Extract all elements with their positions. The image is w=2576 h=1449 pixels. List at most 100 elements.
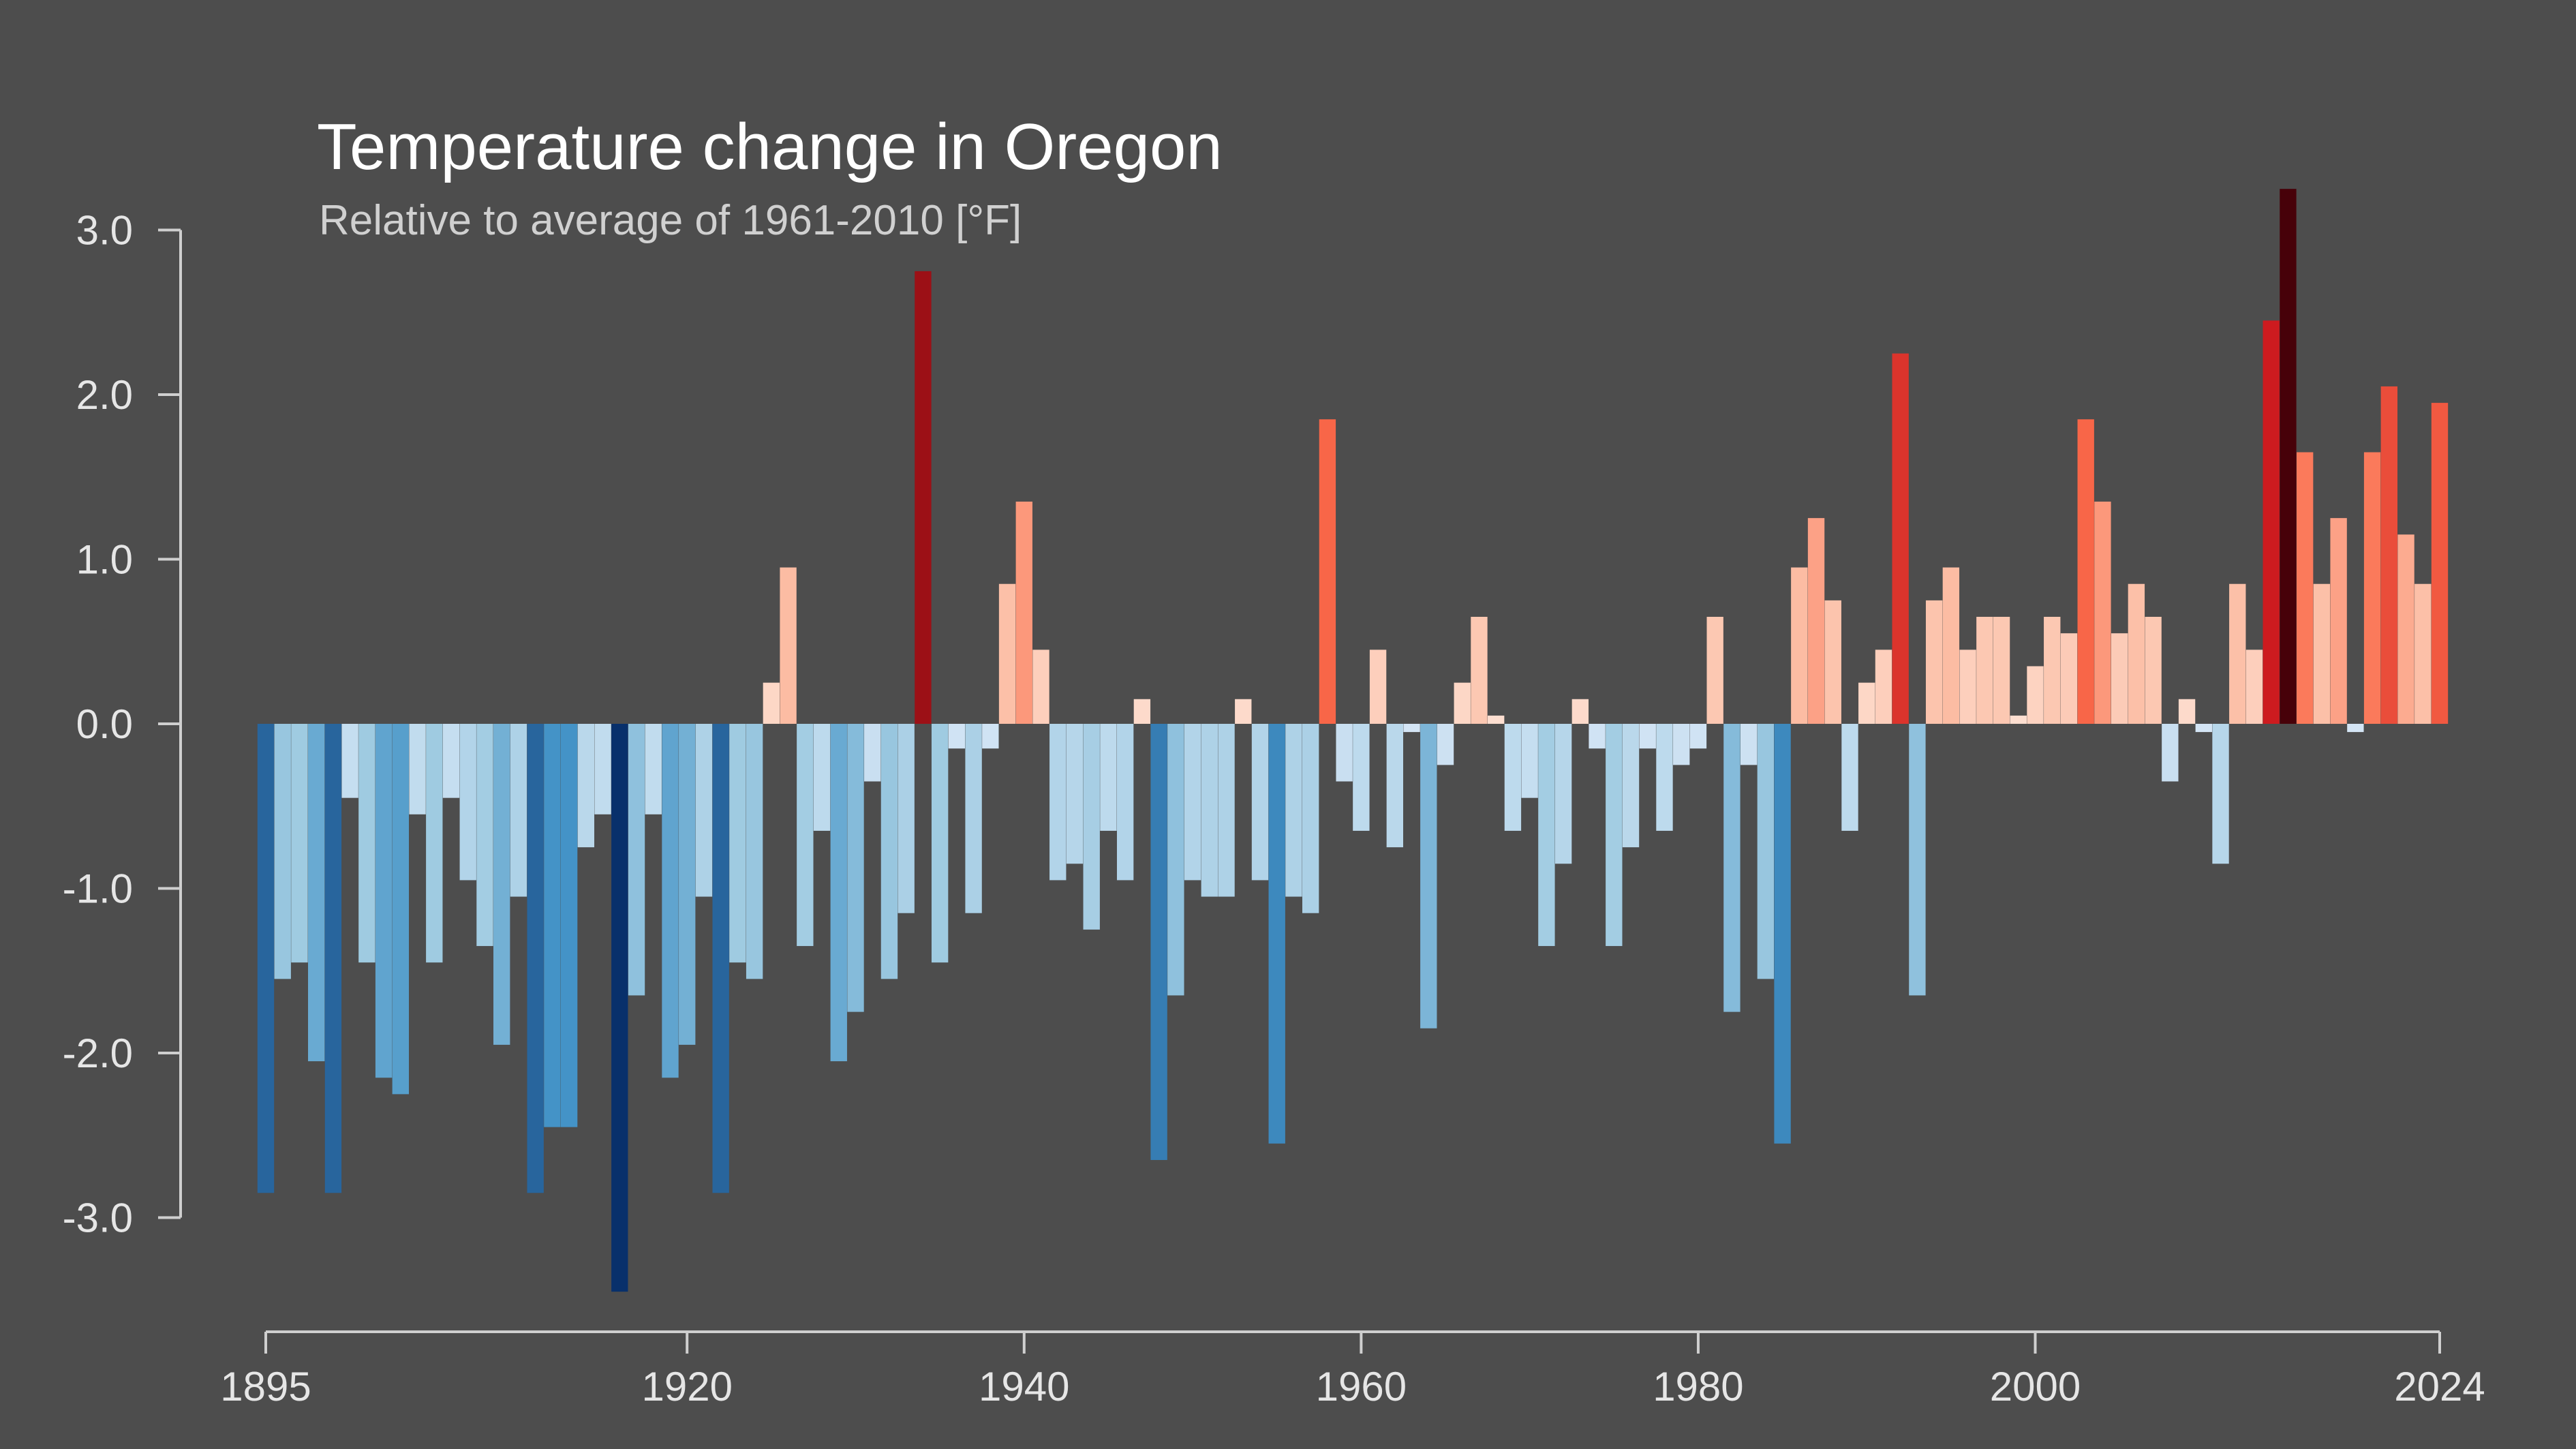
bar-1929 <box>830 724 847 1062</box>
bar-1983 <box>1740 724 1758 765</box>
bar-1906 <box>442 724 460 798</box>
bar-2014 <box>2263 320 2280 724</box>
bar-2024 <box>2431 403 2449 724</box>
x-tick-label: 1940 <box>979 1364 1069 1409</box>
bar-1995 <box>1942 567 1960 724</box>
bar-2010 <box>2195 724 2212 733</box>
bar-1959 <box>1336 724 1353 782</box>
x-axis: 1895 1920 1940 1960 1980 2000 2024 <box>220 1330 2485 1409</box>
bar-1984 <box>1757 724 1775 979</box>
bar-1909 <box>493 724 510 1045</box>
bar-1974 <box>1589 724 1606 749</box>
bar-1955 <box>1268 724 1285 1144</box>
bar-1896 <box>274 724 291 979</box>
bar-1898 <box>308 724 325 1062</box>
bar-1910 <box>510 724 527 897</box>
x-tick-label: 1960 <box>1316 1364 1407 1409</box>
bar-1976 <box>1622 724 1640 848</box>
bar-1912 <box>544 724 561 1127</box>
x-tick-label: 1980 <box>1653 1364 1743 1409</box>
bar-1940 <box>1015 501 1032 724</box>
bar-1989 <box>1841 724 1858 831</box>
bar-1904 <box>409 724 426 814</box>
bar-1964 <box>1420 724 1437 1028</box>
bar-1939 <box>998 583 1016 724</box>
bar-1916 <box>611 724 628 1292</box>
bar-1957 <box>1302 724 1319 913</box>
bar-1991 <box>1875 650 1892 724</box>
bar-1996 <box>1959 650 1976 724</box>
bar-1922 <box>712 724 729 1193</box>
bar-1965 <box>1437 724 1454 765</box>
bar-1932 <box>880 724 898 979</box>
bar-1980 <box>1689 724 1707 749</box>
bar-1950 <box>1184 724 1201 881</box>
y-tick-label: -3.0 <box>63 1195 133 1241</box>
bar-1905 <box>426 724 443 963</box>
bar-1953 <box>1235 699 1252 724</box>
bar-1954 <box>1251 724 1269 881</box>
bar-2020 <box>2363 452 2381 724</box>
bar-2007 <box>2145 617 2162 724</box>
y-tick-label: -1.0 <box>63 866 133 912</box>
bar-1899 <box>324 724 342 1193</box>
bar-1937 <box>965 724 982 913</box>
y-tick-label: 0.0 <box>76 701 133 747</box>
bar-1971 <box>1538 724 1555 947</box>
bar-1970 <box>1521 724 1538 798</box>
bar-2009 <box>2178 699 2196 724</box>
bar-1988 <box>1824 600 1841 724</box>
bar-1936 <box>948 724 966 749</box>
bar-2006 <box>2128 583 2145 724</box>
bar-1952 <box>1218 724 1235 897</box>
y-axis: 3.0 2.0 1.0 0.0 -1.0 -2.0 -3.0 <box>63 208 182 1241</box>
bar-1914 <box>577 724 595 848</box>
bar-1990 <box>1858 682 1875 724</box>
bar-1994 <box>1925 600 1943 724</box>
bar-1942 <box>1049 724 1067 881</box>
bar-2004 <box>2094 501 2111 724</box>
bar-2019 <box>2347 724 2364 733</box>
bar-1934 <box>915 271 932 724</box>
bar-2003 <box>2077 419 2094 724</box>
bar-2000 <box>2027 666 2044 724</box>
bar-1918 <box>645 724 662 814</box>
bar-1956 <box>1285 724 1302 897</box>
bar-2005 <box>2111 633 2128 724</box>
bar-1908 <box>476 724 493 947</box>
bar-1931 <box>864 724 881 782</box>
bar-1928 <box>813 724 831 831</box>
bar-1900 <box>341 724 358 798</box>
chart-title: Temperature change in Oregon <box>317 110 1223 183</box>
bar-1998 <box>1993 617 2010 724</box>
bar-2011 <box>2212 724 2229 864</box>
bar-2002 <box>2060 633 2078 724</box>
y-tick-label: 1.0 <box>76 537 133 583</box>
bar-1901 <box>358 724 375 963</box>
bar-1935 <box>931 724 949 963</box>
bar-2017 <box>2313 583 2331 724</box>
bar-1903 <box>392 724 410 1095</box>
bar-1985 <box>1774 724 1791 1144</box>
bar-1951 <box>1201 724 1218 897</box>
bar-1975 <box>1606 724 1623 947</box>
bar-1941 <box>1032 650 1049 724</box>
bar-1972 <box>1554 724 1572 864</box>
bar-2023 <box>2414 583 2432 724</box>
bar-2012 <box>2229 583 2246 724</box>
bar-2013 <box>2245 650 2263 724</box>
bar-1944 <box>1083 724 1100 930</box>
bar-1979 <box>1673 724 1690 765</box>
bar-1978 <box>1656 724 1673 831</box>
y-tick-label: 3.0 <box>76 208 133 254</box>
bar-1925 <box>763 682 780 724</box>
bar-1917 <box>628 724 645 996</box>
bar-1897 <box>291 724 308 963</box>
bar-1907 <box>459 724 476 881</box>
bar-1945 <box>1100 724 1117 831</box>
bar-2015 <box>2280 189 2297 724</box>
bar-1999 <box>2010 715 2027 724</box>
bar-1920 <box>679 724 696 1045</box>
x-tick-label: 1895 <box>220 1364 311 1409</box>
bar-2021 <box>2380 386 2397 724</box>
